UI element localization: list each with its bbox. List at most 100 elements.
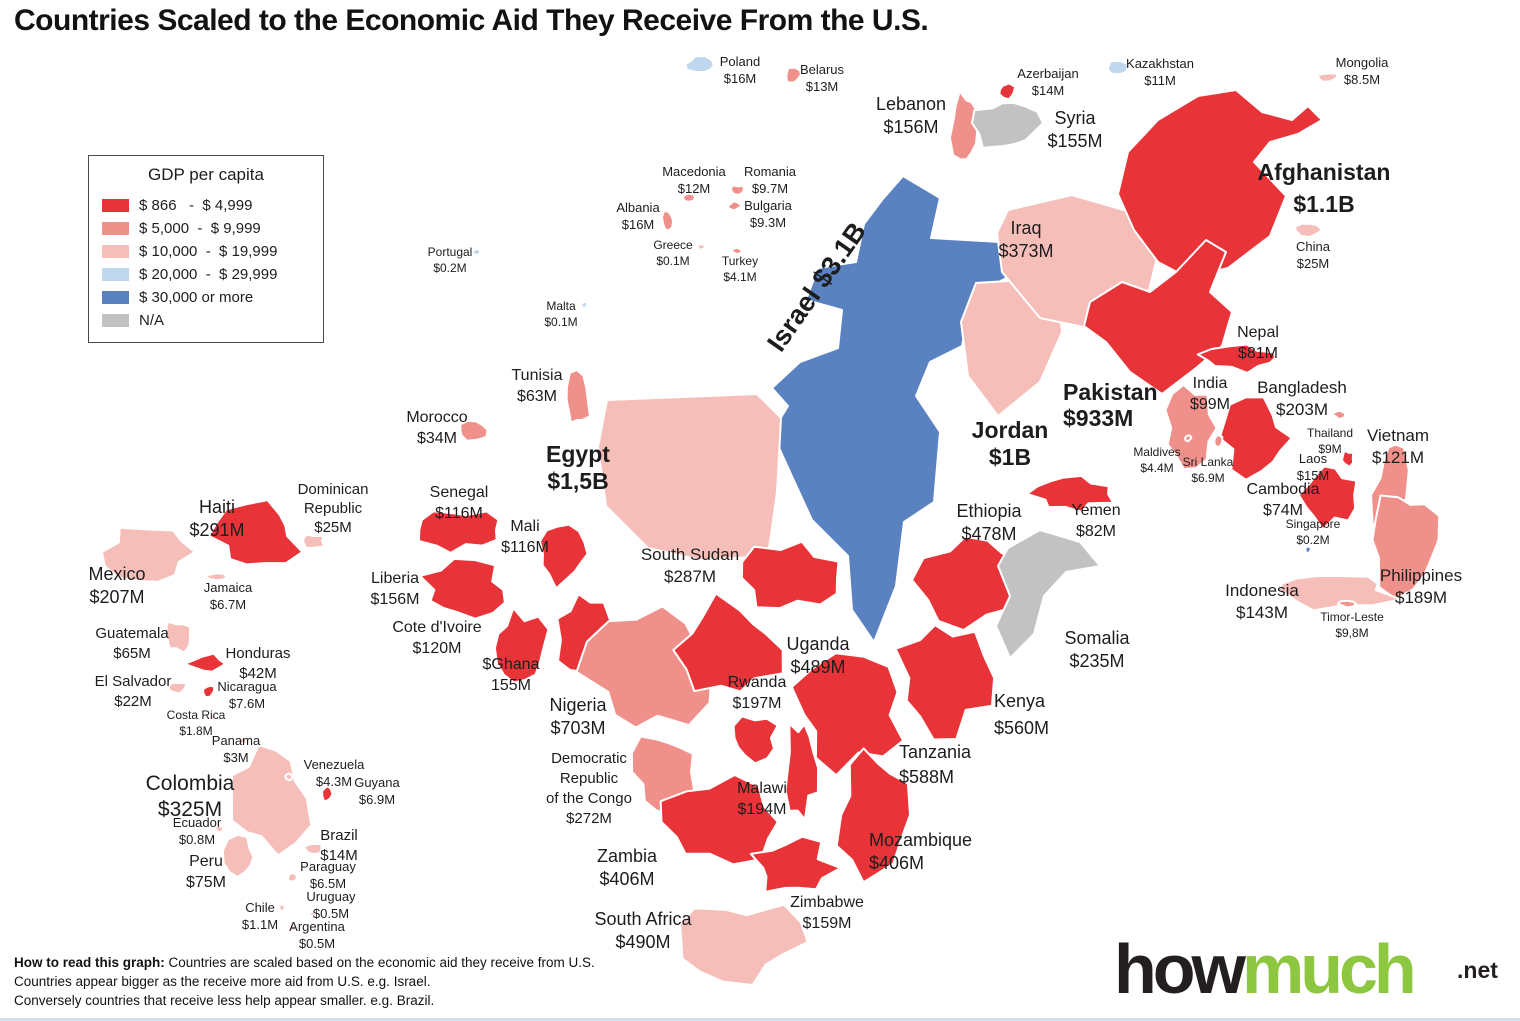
country-label-line: Peru [189,853,223,870]
country-label-line: $6.7M [210,597,246,612]
country-shape-tanzania [790,652,905,777]
legend-title: GDP per capita [148,165,264,184]
country-label-line: $143M [1236,603,1288,622]
country-label-line: Afghanistan [1258,159,1391,185]
country-label-line: $156M [371,591,420,608]
country-label-line: $116M [435,505,483,522]
country-shape-india [1164,383,1218,471]
country-label-line: $0.8M [179,832,215,847]
country-label-line: Zambia [597,846,658,866]
bottom-border-line [0,1018,1520,1021]
country-label-line: $0.2M [1296,533,1329,547]
country-shape-tunisia [565,369,591,424]
country-label-line: $203M [1276,400,1328,419]
country-label-line: $291M [189,520,244,540]
country-label-guyana: Guyana $6.9M [354,775,400,807]
country-label-line: $13M [806,79,839,94]
country-label-line: $1.1M [242,917,278,932]
country-label-line: Azerbaijan [1017,66,1078,81]
country-label-line: Honduras [225,645,290,662]
country-label-line: Vietnam [1367,426,1429,445]
country-label-mexico: Mexico $207M [88,564,145,607]
legend-item-label: $ 20,000 - $ 29,999 [139,266,278,283]
country-label-turkey: Turkey $4.1M [722,254,758,284]
country-label-line: $703M [550,718,605,738]
legend-item-label: $ 5,000 - $ 9,999 [139,220,261,237]
country-shape-ecuador [213,825,224,834]
country-label-azerbaijan: Azerbaijan $14M [1017,66,1078,98]
country-label-line: $325M [158,798,222,821]
country-label-kenya: Kenya $560M [994,691,1049,738]
country-label-ecuador: Ecuador $0.8M [173,815,222,847]
country-label-line: $12M [678,181,711,196]
country-label-line: Mexico [88,564,145,584]
country-label-line: $63M [517,388,557,405]
legend-swatch [102,268,129,281]
legend-item: $ 5,000 - $ 9,999 [89,217,323,240]
country-shape-nepal [1196,343,1277,374]
country-label-line: Chile [245,900,275,915]
country-label-romania: Romania $9.7M [744,164,797,196]
country-label-peru: Peru $75M [186,853,226,891]
country-label-guatemala: Guatemala $65M [95,625,169,662]
country-label-line: Uruguay [306,889,356,904]
legend-item: $ 30,000 or more [89,286,323,309]
country-label-line: $16M [622,217,655,232]
country-shape-timor-leste [1336,599,1358,609]
country-label-south-sudan: South Sudan $287M [641,545,739,586]
country-label-line: Guyana [354,775,400,790]
country-label-line: $81M [1238,345,1278,362]
country-label-line: Cambodia [1247,481,1320,498]
country-label-line: Tunisia [512,367,563,384]
country-shape-guyana [321,785,334,803]
country-label-liberia: Liberia $156M [371,570,420,608]
country-label-line: $1B [989,444,1031,470]
country-label-laos: Laos $15M [1297,451,1330,483]
country-shape-mali [539,523,589,590]
country-label-malawi: Malawi $194M [737,780,787,818]
footer-heading: How to read this graph: [14,955,165,970]
country-label-line: China [1296,239,1331,254]
country-label-line: Somalia [1064,628,1130,648]
country-label-costa-rica: Costa Rica $1.8M [167,708,226,738]
country-label-line: Panama [212,733,261,748]
country-label-egypt: Egypt $1,5B [546,441,610,494]
country-label-panama: Panama $3M [212,733,261,765]
legend-item: $ 20,000 - $ 29,999 [89,263,323,286]
country-shape-malta [580,300,589,310]
country-shape-afghanistan [1117,89,1323,279]
country-shape-cote-d-ivoire [493,607,550,684]
country-label-line: $406M [599,869,654,889]
country-label-line: $1.1B [1293,191,1354,217]
country-shape-south-sudan [740,540,840,610]
country-label-line: Iraq [1010,218,1041,238]
country-label-line: $4.4M [1140,461,1173,475]
country-label-line: Yemen [1071,502,1120,519]
country-shape-azerbaijan [998,82,1017,101]
country-shape-yemen [1026,474,1115,513]
country-label-line: Morocco [406,409,467,426]
country-label-line: $42M [239,665,277,682]
country-label-line: $1.8M [179,724,212,738]
country-label-tunisia: Tunisia $63M [512,367,563,405]
country-label-line: $22M [114,693,152,710]
country-label-line: Bulgaria [744,198,792,213]
country-label-line: $1,5B [547,468,608,494]
country-shape-chile [278,903,286,913]
country-label-yemen: Yemen $82M [1071,502,1120,540]
footer-line2: Countries appear bigger as the receive m… [14,974,431,989]
country-label-line: Brazil [320,827,358,844]
country-label-line: $Ghana [483,656,540,673]
country-label-line: Haiti [199,497,235,517]
country-shape-turkey [730,246,743,255]
country-label-line: Nigeria [549,695,607,715]
country-label-line: Venezuela [304,757,365,772]
country-shape-venezuela [284,772,294,782]
legend-swatch [102,245,129,258]
country-label-line: of the Congo [546,790,632,807]
country-label-line: $478M [961,524,1016,544]
country-shape-zimbabwe [749,835,842,893]
country-label-nicaragua: Nicaragua $7.6M [217,679,277,711]
country-label-line: $14M [1032,83,1065,98]
country-shape-morocco [459,419,489,442]
